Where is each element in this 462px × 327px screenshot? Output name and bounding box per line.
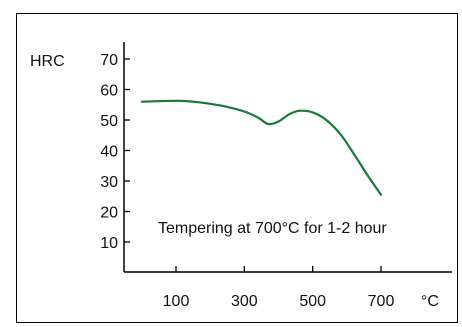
- y-tick-label: 70: [100, 52, 118, 69]
- x-ticks: 100 300 500 700: [163, 266, 395, 310]
- x-axis-unit: °C: [421, 293, 439, 310]
- x-tick-label: 300: [231, 293, 258, 310]
- y-tick-label: 40: [100, 144, 118, 161]
- y-axis-label: HRC: [30, 53, 65, 70]
- y-tick-label: 30: [100, 174, 118, 191]
- x-tick-label: 700: [368, 293, 395, 310]
- y-tick-label: 50: [100, 113, 118, 130]
- y-tick-label: 60: [100, 83, 118, 100]
- series-line: [140, 99, 383, 196]
- x-tick-label: 100: [163, 293, 190, 310]
- x-tick-label: 500: [299, 293, 326, 310]
- annotation-text: Tempering at 700°C for 1-2 hour: [158, 220, 387, 237]
- y-ticks: 10 20 30 40 50 60 70: [100, 52, 130, 252]
- y-tick-label: 20: [100, 205, 118, 222]
- y-tick-label: 10: [100, 235, 118, 252]
